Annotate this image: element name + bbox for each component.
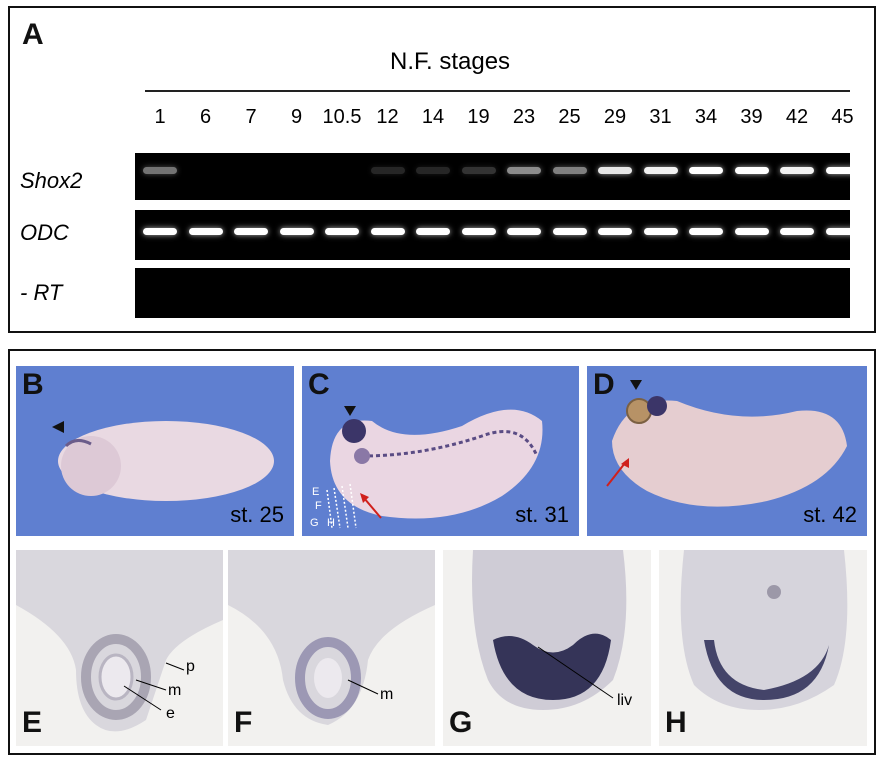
- label-g-liv: liv: [617, 692, 633, 709]
- embryo-c-drawing: [326, 406, 543, 529]
- gel-band: [643, 228, 678, 235]
- panel-b: B st. 25: [16, 366, 294, 536]
- section-f-drawing: [228, 550, 435, 725]
- gel-band: [552, 167, 587, 174]
- gel-band: [370, 228, 405, 235]
- lane-label-3: 9: [290, 106, 303, 128]
- lane-label-6: 14: [421, 106, 445, 128]
- lane-label-2: 7: [245, 106, 257, 128]
- section-mark-e: E: [312, 486, 320, 498]
- gel-odc: [135, 210, 860, 260]
- panel-a-letter: A: [22, 18, 44, 51]
- panel-g-letter: G: [449, 706, 473, 739]
- label-e-p: p: [186, 658, 195, 675]
- panel-c-stage: st. 31: [515, 502, 569, 527]
- lane-label-1: 6: [199, 106, 212, 128]
- section-mark-f: F: [315, 500, 322, 512]
- stages-header: N.F. stages: [390, 48, 511, 75]
- row-label-shox2: Shox2: [20, 168, 83, 193]
- lane-label-5: 12: [376, 106, 399, 128]
- panel-f: m F: [228, 550, 435, 746]
- gel-band: [416, 228, 450, 235]
- gel-band: [188, 228, 223, 235]
- lane-label-15: 45: [831, 106, 854, 128]
- gel-minus-rt: [135, 268, 850, 318]
- gel-band: [507, 228, 541, 235]
- gel-band: [825, 228, 860, 235]
- label-f-m: m: [380, 686, 394, 703]
- gel-band: [416, 167, 450, 174]
- gel-band: [461, 167, 496, 174]
- label-e-m: m: [168, 682, 182, 699]
- panel-d-letter: D: [593, 368, 615, 401]
- gel-band: [689, 228, 723, 235]
- gel-band: [734, 167, 769, 174]
- gel-band: [780, 228, 814, 235]
- gel-band: [325, 228, 359, 235]
- panel-c-letter: C: [308, 368, 330, 401]
- gel-band: [825, 167, 860, 174]
- section-h-drawing: [680, 550, 848, 710]
- lane-label-10: 29: [603, 106, 627, 128]
- label-e-e: e: [166, 705, 175, 722]
- gel-band: [552, 228, 587, 235]
- panel-b-stage: st. 25: [230, 502, 284, 527]
- gel-band: [370, 167, 405, 174]
- panel-e-letter: E: [22, 706, 43, 739]
- lane-label-14: 42: [785, 106, 809, 128]
- panel-e: p m e E: [16, 550, 223, 746]
- panel-f-letter: F: [234, 706, 253, 739]
- lane-label-7: 19: [467, 106, 490, 128]
- panel-h: H: [659, 550, 867, 746]
- gel-band: [598, 167, 632, 174]
- gel-band: [734, 228, 769, 235]
- lane-label-4: 10.5: [322, 106, 362, 128]
- embryo-b-drawing: [52, 421, 274, 501]
- panel-d: D st. 42: [587, 366, 867, 536]
- lane-label-8: 23: [512, 106, 536, 128]
- section-g-drawing: [472, 550, 627, 710]
- gel-band: [461, 228, 496, 235]
- panel-g: liv G: [443, 550, 651, 746]
- panel-a: A N.F. stages 1 6 7 9 10.5 12 14 19 23 25 29 31 34 39…: [8, 6, 876, 333]
- panel-h-letter: H: [665, 706, 687, 739]
- lane-label-11: 31: [649, 106, 672, 128]
- stages-rule: [145, 90, 850, 92]
- section-mark-h: H: [327, 517, 335, 529]
- gel-band: [643, 167, 678, 174]
- section-e-drawing: [16, 550, 223, 732]
- panel-lower: [8, 349, 876, 755]
- panel-d-stage: st. 42: [803, 502, 857, 527]
- gel-shox2: [135, 153, 860, 200]
- lane-label-12: 34: [694, 106, 718, 128]
- embryo-d-drawing: [606, 380, 847, 507]
- gel-band: [598, 228, 632, 235]
- gel-band: [143, 167, 177, 174]
- panel-b-letter: B: [22, 368, 44, 401]
- lane-label-13: 39: [740, 106, 763, 128]
- gel-band: [507, 167, 541, 174]
- gel-band: [689, 167, 723, 174]
- lane-label-0: 1: [154, 106, 166, 128]
- gel-band: [234, 228, 268, 235]
- gel-band: [279, 228, 314, 235]
- gel-band: [143, 228, 177, 235]
- row-label-odc: ODC: [20, 220, 69, 245]
- gel-band: [780, 167, 814, 174]
- panel-c: C E F G H st. 31: [302, 366, 579, 536]
- lane-label-9: 25: [558, 106, 581, 128]
- row-label-minus-rt: - RT: [20, 280, 63, 305]
- section-mark-g: G: [310, 517, 319, 529]
